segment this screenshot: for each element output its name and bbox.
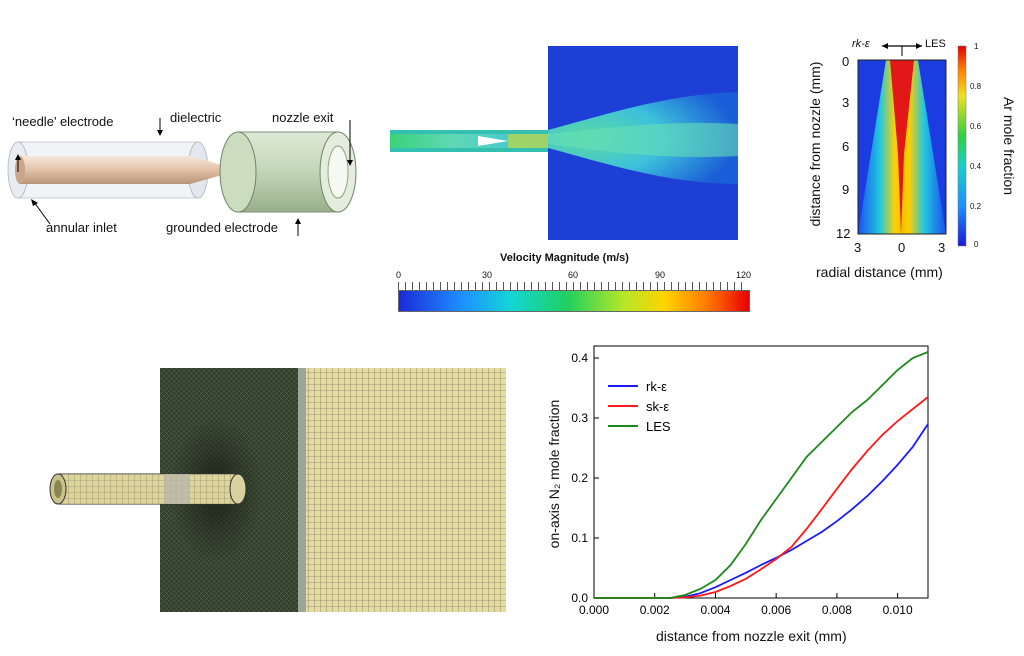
series-line bbox=[594, 396, 929, 599]
xtick: 0 bbox=[898, 240, 906, 255]
chart-ylabel: on-axis N₂ mole fraction bbox=[546, 399, 562, 549]
ytick: 3 bbox=[842, 95, 850, 110]
needle-electrode-label: ‘needle’ electrode bbox=[12, 114, 114, 129]
x-tick-label: 0.010 bbox=[883, 603, 913, 617]
xtick: 3 bbox=[938, 240, 946, 255]
y-tick-label: 0.2 bbox=[571, 471, 588, 485]
ytick: 0 bbox=[842, 54, 850, 69]
n2-chart: 0.000 0.002 0.004 0.006 0.008 0.010 0.0 0.1 0.2 0… bbox=[540, 340, 940, 650]
cb-tick: 0.4 bbox=[970, 162, 982, 171]
legend-label: sk-ε bbox=[646, 399, 669, 414]
velocity-colorbar bbox=[398, 290, 750, 312]
annular-inlet-label: annular inlet bbox=[46, 220, 117, 235]
rk-epsilon-label: rk-ε bbox=[852, 38, 870, 50]
velocity-tick: 30 bbox=[482, 270, 493, 280]
y-tick-label: 0.1 bbox=[571, 531, 588, 545]
x-tick-label: 0.008 bbox=[822, 603, 852, 617]
plot-frame bbox=[593, 345, 929, 599]
velocity-tick: 0 bbox=[396, 270, 402, 280]
velocity-panel: Velocity Magnitude (m/s) 0 30 60 90 120 bbox=[388, 44, 758, 314]
velocity-field bbox=[390, 46, 738, 240]
velocity-tick: 90 bbox=[655, 270, 666, 280]
les-label: LES bbox=[925, 38, 946, 50]
velocity-colorbar-title: Velocity Magnitude (m/s) bbox=[500, 252, 629, 264]
ytick: 12 bbox=[836, 226, 851, 241]
x-tick-label: 0.006 bbox=[761, 603, 791, 617]
series-line bbox=[594, 423, 929, 599]
x-tick-label: 0.000 bbox=[579, 603, 609, 617]
cb-tick: 0 bbox=[974, 240, 979, 249]
y-tick-label: 0.0 bbox=[571, 591, 588, 605]
torch-schematic: ‘needle’ electrode dielectric nozzle exi… bbox=[0, 100, 370, 250]
ytick: 6 bbox=[842, 139, 850, 154]
mesh-panel bbox=[44, 366, 508, 614]
n2-chart-svg: 0.000 0.002 0.004 0.006 0.008 0.010 0.0 0.1 0.2 0… bbox=[571, 345, 929, 617]
legend-label: LES bbox=[646, 419, 671, 434]
velocity-colorbar-ruler bbox=[398, 282, 748, 290]
chart-xlabel: distance from nozzle exit (mm) bbox=[656, 628, 847, 644]
cb-tick: 0.8 bbox=[970, 82, 982, 91]
torch-drawing bbox=[7, 118, 357, 236]
mesh-drawing bbox=[49, 368, 506, 612]
series-line bbox=[594, 351, 929, 599]
y-tick-label: 0.4 bbox=[571, 351, 588, 365]
legend-label: rk-ε bbox=[646, 379, 667, 394]
cb-tick: 0.2 bbox=[970, 202, 982, 211]
cb-label: Ar mole fraction bbox=[1001, 96, 1017, 196]
mole-map-xlabel: radial distance (mm) bbox=[816, 264, 943, 280]
velocity-tick: 60 bbox=[568, 270, 579, 280]
grounded-electrode-label: grounded electrode bbox=[166, 220, 279, 235]
cb-tick: 1 bbox=[974, 42, 979, 51]
mole-fraction-panel: rk-ε LES 0 3 6 9 12 3 0 3 radial distanc… bbox=[800, 34, 1024, 294]
x-tick-label: 0.002 bbox=[640, 603, 670, 617]
xtick: 3 bbox=[854, 240, 862, 255]
y-tick-label: 0.3 bbox=[571, 411, 588, 425]
mole-fraction-map bbox=[857, 43, 967, 247]
mole-map-ylabel: distance from nozzle (mm) bbox=[807, 61, 823, 227]
dielectric-label: dielectric bbox=[170, 110, 222, 125]
ytick: 9 bbox=[842, 182, 850, 197]
x-tick-label: 0.004 bbox=[700, 603, 730, 617]
nozzle-exit-label: nozzle exit bbox=[272, 110, 334, 125]
cb-tick: 0.6 bbox=[970, 122, 982, 131]
velocity-tick: 120 bbox=[736, 270, 752, 280]
